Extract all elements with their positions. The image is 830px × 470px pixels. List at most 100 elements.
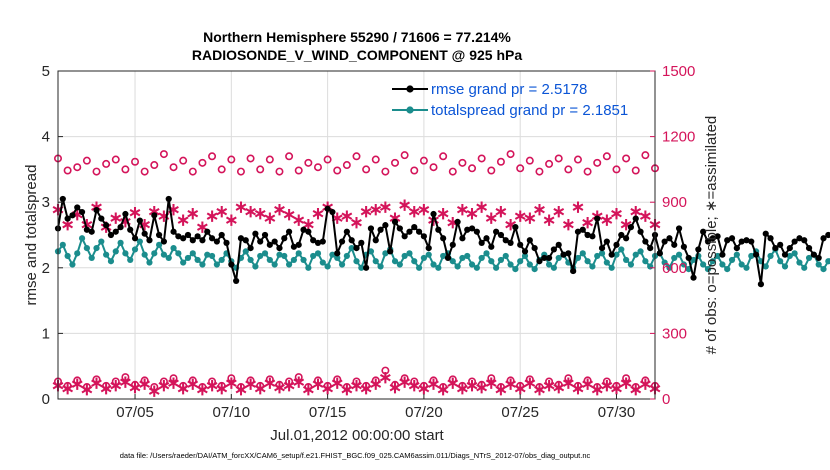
rmse-point [777,241,784,248]
spread-point [218,256,225,264]
obs-possible-point [419,156,428,165]
obs-possible-point [535,167,544,176]
spread-point [781,263,789,270]
obs-assimilated-point: ∗ [532,380,546,399]
spread-point [724,266,731,273]
obs-assimilated-point: ∗ [330,374,344,393]
spread-point [271,261,278,268]
legend-spread-label: totalspread grand pr = 2.1851 [431,102,628,119]
rmse-point [488,243,495,250]
spread-point [709,258,716,265]
obs-assimilated-point: ∗ [243,375,257,394]
rmse-point [103,222,110,229]
obs-possible-point [612,381,621,390]
obs-assimilated-point: ∗ [378,368,392,387]
spread-point [579,250,586,257]
obs-possible-point [506,150,515,159]
rmse-point [314,239,322,246]
obs-possible-point [275,380,284,389]
obs-assimilated-point: ∗ [513,379,527,398]
obs-assimilated-point: ∗ [80,380,94,399]
obs-assimilated-point: ∗ [629,202,643,221]
obs-assimilated-point: ∗ [436,204,450,223]
rmse-point [233,277,240,285]
obs-assimilated-point: ∗ [301,380,315,399]
rmse-point [579,226,586,233]
obs-assimilated-point: ∗ [359,379,373,398]
obs-possible-point [323,155,332,164]
obs-assimilated-point: ∗ [571,379,585,398]
x-tick-label: 07/10 [213,404,251,421]
rmse-point [555,241,562,248]
rmse-point [88,228,95,235]
obs-assimilated-point: ∗ [253,379,267,398]
obs-assimilated-point: ∗ [186,204,200,223]
obs-assimilated-point: ∗ [369,200,383,219]
obs-assimilated-point: ∗ [494,380,508,399]
spread-point [324,263,331,270]
rmse-point [223,239,230,246]
spread-point [420,254,428,262]
spread-point [319,259,326,266]
obs-assimilated-point: ∗ [253,204,267,223]
rmse-point [252,230,259,237]
spread-point [647,263,654,270]
obs-assimilated-point: ∗ [619,374,633,393]
rmse-point [165,195,172,203]
spread-point [281,252,288,260]
rmse-point [709,235,716,242]
obs-assimilated-point: ∗ [215,202,229,221]
rmse-point [728,235,736,242]
obs-assimilated-point: ∗ [475,378,489,397]
legend-spread-marker [406,106,414,114]
obs-possible-point [342,161,351,170]
obs-possible-point [506,376,515,385]
obs-assimilated-point: ∗ [523,209,537,228]
obs-possible-point [477,154,486,163]
rmse-point [160,238,168,245]
obs-possible-point [352,377,361,386]
obs-possible-point [140,376,149,385]
rmse-point [748,238,755,245]
rmse-point [685,254,692,262]
rmse-point [627,224,635,231]
obs-possible-point [410,166,419,175]
spread-point [261,250,269,257]
obs-possible-point [593,382,602,391]
obs-assimilated-point: ∗ [311,375,325,394]
rmse-point [112,228,119,235]
obs-possible-point [439,382,448,391]
obs-possible-point [82,156,91,165]
spread-point [748,252,755,260]
obs-assimilated-point: ∗ [99,379,113,398]
obs-possible-point [333,375,342,384]
rmse-point [151,212,158,219]
rmse-point [107,231,115,239]
rmse-point [358,239,365,246]
obs-possible-point [304,382,313,391]
spread-point [310,252,317,260]
obs-possible-point [131,157,140,166]
obs-assimilated-point: ∗ [561,374,575,393]
spread-point [151,250,158,257]
spread-point [454,263,461,270]
spread-point [738,261,745,268]
spread-point [435,264,442,271]
spread-point [704,266,712,273]
obs-assimilated-point: ∗ [272,200,286,219]
spread-point [343,252,350,260]
spread-point [338,261,346,268]
x-tick-label: 07/15 [309,404,347,421]
rmse-point [690,274,697,281]
obs-assimilated-point: ∗ [320,379,334,398]
spread-point [815,261,822,268]
obs-possible-point [458,381,467,390]
obs-possible-point [573,155,582,164]
obs-possible-point [169,163,178,172]
spread-point [502,252,509,260]
rmse-point [825,231,830,239]
rmse-point [468,225,476,232]
obs-assimilated-point: ∗ [176,379,190,398]
rmse-point [497,231,505,239]
